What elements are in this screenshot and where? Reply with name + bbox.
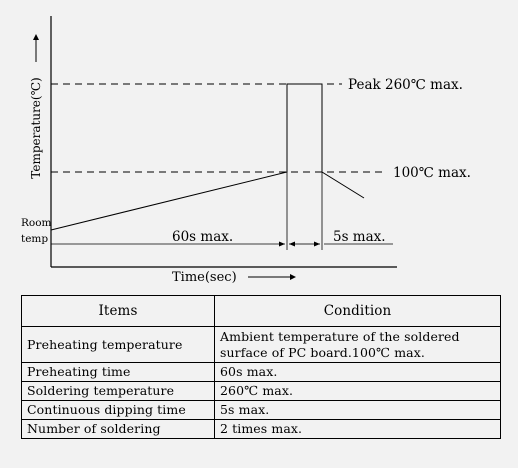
header-condition: Condition <box>214 295 501 327</box>
row-item: Soldering temperature <box>21 381 215 401</box>
soldering-conditions-table: Items Condition Preheating temperature A… <box>21 295 501 439</box>
row-item: Number of soldering <box>21 419 215 439</box>
row-condition: 260℃ max. <box>214 381 501 401</box>
header-items: Items <box>21 295 215 327</box>
temperature-profile-line <box>50 83 365 231</box>
row-condition: 2 times max. <box>214 419 501 439</box>
row-condition: 5s max. <box>214 400 501 420</box>
x-axis-label: Time(sec) <box>172 270 237 285</box>
y-axis-arrowhead-icon <box>33 34 39 40</box>
room-temp-label-line2: temp <box>21 233 48 245</box>
y-axis-label: Temperature(℃) <box>29 77 43 178</box>
x-axis-arrowhead-icon <box>290 274 296 280</box>
table-row: Preheating time 60s max. <box>21 362 501 382</box>
table-row: Number of soldering 2 times max. <box>21 419 501 439</box>
table-row: Preheating temperature Ambient temperatu… <box>21 326 501 363</box>
table-row: Soldering temperature 260℃ max. <box>21 381 501 401</box>
row-item: Preheating temperature <box>21 326 215 363</box>
table-row: Continuous dipping time 5s max. <box>21 400 501 420</box>
row-item: Continuous dipping time <box>21 400 215 420</box>
soldering-profile-diagram: Temperature(℃) Peak 260℃ max. 100℃ max. … <box>21 16 471 285</box>
row-condition: 60s max. <box>214 362 501 382</box>
row-item: Preheating time <box>21 362 215 382</box>
table-header-row: Items Condition <box>21 295 501 327</box>
preheat-time-label: 60s max. <box>172 229 233 245</box>
peak-label: Peak 260℃ max. <box>348 77 463 93</box>
row-condition: Ambient temperature of the soldered surf… <box>214 326 501 363</box>
room-temp-label-line1: Room <box>21 217 52 229</box>
preheat-label: 100℃ max. <box>393 165 471 181</box>
dip-time-label: 5s max. <box>333 229 386 245</box>
